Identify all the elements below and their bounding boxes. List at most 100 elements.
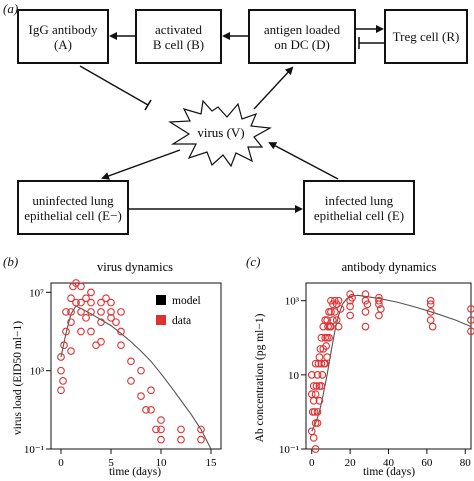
- legend-model-label: model: [172, 295, 201, 307]
- node-infected-epithelial: infected lung epithelial cell (E): [303, 180, 415, 235]
- chart-c-xtick-label-0: 0: [309, 457, 315, 469]
- chart-c-data-point: [322, 342, 330, 350]
- node-em-line-2: epithelial cell (E−): [24, 207, 122, 223]
- chart-b-ylabel: virus load (EID50 ml−1): [12, 321, 24, 435]
- chart-b-data-point: [127, 357, 135, 366]
- antibody-dynamics-chart: antibody dynamics Ab concentration (pg m…: [254, 260, 474, 478]
- chart-c-data-point: [317, 359, 326, 368]
- chart-b-xtick-label-1: 5: [108, 457, 114, 469]
- chart-b-data-point: [67, 294, 75, 303]
- legend-data-label: data: [172, 315, 191, 327]
- chart-c-data-point: [336, 305, 345, 313]
- chart-c-data-point: [375, 300, 383, 309]
- panel-label-a: (a): [3, 1, 19, 16]
- chart-b-data-point: [112, 318, 120, 327]
- chart-c-data-point: [329, 316, 337, 324]
- chart-c-model-line: [311, 294, 472, 432]
- node-activated-b-cell: activated B cell (B): [135, 9, 222, 64]
- chart-b-data-point: [60, 341, 68, 350]
- chart-c-data-point: [307, 370, 316, 379]
- chart-b-data-point: [97, 308, 105, 316]
- chart-b-data-point: [147, 405, 155, 414]
- chart-b-data-point: [77, 308, 85, 316]
- legend-model-swatch: [156, 295, 166, 305]
- chart-b-data-point: [87, 288, 95, 297]
- chart-b-data-point: [57, 353, 65, 361]
- chart-c-data-point: [310, 408, 319, 416]
- chart-b-data-point: [107, 308, 115, 316]
- chart-b-data-point: [77, 298, 85, 307]
- chart-c-data-point: [318, 370, 327, 379]
- chart-c-data-point: [467, 327, 474, 336]
- chart-c-data-point: [334, 322, 343, 331]
- chart-b-data-point: [87, 298, 95, 307]
- node-antigen-loaded-dc: antigen loaded on DC (D): [248, 9, 356, 64]
- chart-c-data-point: [361, 322, 370, 331]
- chart-c-data-point: [309, 433, 318, 442]
- chart-c-ytick-label-0: 10⁻¹: [279, 444, 299, 456]
- chart-b-data-point: [82, 294, 90, 303]
- virus-dynamics-chart: virus dynamics virus load (EID50 ml−1) t…: [12, 260, 222, 478]
- chart-b-data-point: [97, 298, 105, 307]
- chart-b-data-point: [77, 327, 85, 336]
- chart-c-data-point: [348, 293, 356, 302]
- chart-c-title: antibody dynamics: [342, 260, 437, 274]
- virus-label: virus (V): [197, 125, 244, 140]
- chart-b-marks: 0 5 10 15 10⁻¹ 10³ 10⁷: [24, 279, 218, 469]
- chart-c-data-point: [467, 316, 474, 324]
- chart-b-data-point: [87, 308, 95, 316]
- node-treg-cell: Treg cell (R): [384, 9, 468, 64]
- chart-b-data-point: [62, 327, 70, 336]
- arrow-e-to-v: [268, 142, 339, 180]
- node-uninfected-epithelial: uninfected lung epithelial cell (E−): [17, 180, 129, 235]
- node-e-line-1: infected lung: [324, 192, 394, 208]
- chart-b-data-point: [137, 392, 145, 400]
- diagram-connectors: virus (V): [79, 25, 384, 213]
- chart-c-data-point: [363, 300, 372, 309]
- chart-b-data-point: [67, 308, 75, 316]
- chart-b-model-line: [60, 305, 212, 450]
- chart-b-data-point: [87, 327, 95, 336]
- chart-b-data-point: [117, 308, 125, 316]
- chart-b-xtick-label-2: 10: [156, 457, 168, 469]
- chart-c-data-point: [323, 353, 331, 362]
- chart-c-data-point: [327, 308, 335, 316]
- chart-c-xtick-label-1: 20: [345, 457, 357, 469]
- chart-b-data-point: [152, 425, 160, 434]
- chart-b-data-point: [157, 425, 165, 434]
- arrow-v-to-d: [253, 66, 294, 110]
- chart-b-data-point: [197, 435, 205, 444]
- chart-b-frame: [50, 282, 222, 450]
- chart-c-xtick-label-4: 80: [460, 457, 472, 469]
- node-d-line-1: antigen loaded: [263, 21, 341, 37]
- chart-c-data-point: [315, 396, 324, 405]
- chart-b-data-point: [67, 347, 75, 355]
- chart-c-frame: [305, 282, 472, 450]
- chart-b-data-point: [157, 416, 165, 424]
- node-igg-antibody: IgG antibody (A): [17, 9, 109, 64]
- chart-b-data-point: [147, 386, 155, 395]
- virus-star-shape: [168, 99, 272, 168]
- legend: model data: [156, 295, 201, 327]
- chart-c-data-point: [334, 296, 343, 305]
- chart-c-data-point: [312, 382, 321, 390]
- chart-b-data-point: [177, 425, 185, 434]
- chart-b-data-point: [57, 366, 65, 375]
- chart-b-ytick-label-0: 10⁻¹: [24, 444, 44, 456]
- chart-c-marks: 0 20 40 60 80 10⁻¹ 10 10³: [279, 290, 474, 469]
- node-d-line-2: on DC (D): [274, 36, 330, 52]
- node-b-line-2: B cell (B): [152, 36, 205, 52]
- chart-b-data-point: [97, 318, 105, 327]
- chart-b-data-point: [117, 327, 125, 336]
- chart-c-ytick-label-1: 10: [288, 370, 300, 382]
- chart-c-data-point: [311, 359, 320, 368]
- node-a-line-1: IgG antibody: [28, 21, 98, 37]
- chart-b-data-point: [97, 337, 105, 346]
- node-r-line-1: Treg cell (R): [392, 29, 460, 44]
- node-em-line-1: uninfected lung: [32, 192, 114, 208]
- chart-b-data-point: [72, 298, 80, 307]
- legend-data-swatch: [156, 315, 166, 325]
- chart-c-xtick-label-3: 60: [421, 457, 433, 469]
- chart-c-data-point: [311, 445, 320, 453]
- chart-b-xtick-label-3: 15: [206, 457, 218, 469]
